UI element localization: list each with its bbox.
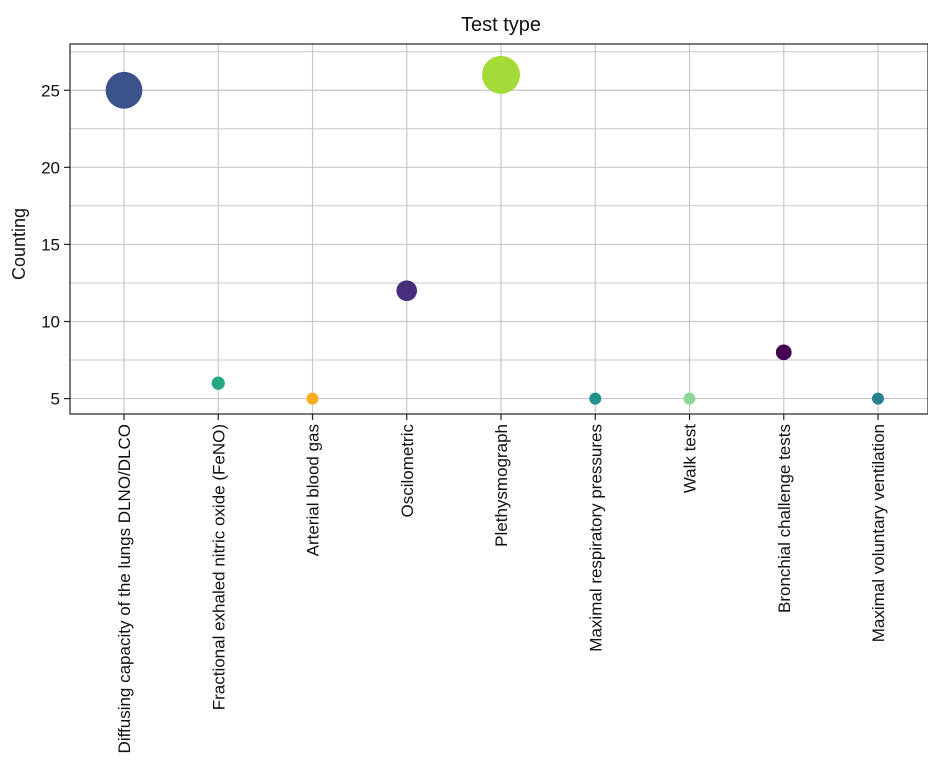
x-tick-label: Maximal voluntary ventilation (869, 424, 888, 642)
axes: 5 10 15 20 25 Diffusing capacity of the lungs… (41, 81, 888, 753)
y-tick-label: 10 (41, 313, 60, 332)
y-tick-label: 20 (41, 158, 60, 177)
y-tick-label: 5 (51, 390, 60, 409)
data-point (872, 392, 884, 405)
data-points (105, 55, 884, 405)
grid (70, 44, 928, 414)
data-point (211, 376, 225, 390)
data-point (775, 344, 792, 361)
y-tick-label: 15 (41, 235, 60, 254)
y-axis-label: Counting (9, 208, 29, 280)
plot-frame (69, 43, 928, 415)
x-tick-label: Oscilometric (398, 424, 417, 518)
x-tick-label: Walk test (681, 424, 700, 494)
x-tick-label: Diffusing capacity of the lungs DLNO/DLC… (115, 424, 134, 753)
data-point (589, 392, 602, 405)
x-tick-label: Bronchial challenge tests (775, 424, 794, 613)
x-tick-label: Arterial blood gas (304, 424, 323, 556)
x-tick-label: Fractional exhaled nitric oxide (FeNO) (209, 424, 228, 710)
x-tick-label: Maximal respiratory pressures (586, 424, 605, 652)
chart-title: Test type (461, 14, 541, 36)
data-point (306, 392, 319, 405)
data-point (482, 55, 520, 94)
data-point (396, 280, 418, 301)
data-point (105, 71, 143, 109)
x-tick-label: Plethysmograph (492, 424, 511, 547)
y-tick-label: 25 (41, 81, 60, 100)
data-point (683, 392, 696, 405)
